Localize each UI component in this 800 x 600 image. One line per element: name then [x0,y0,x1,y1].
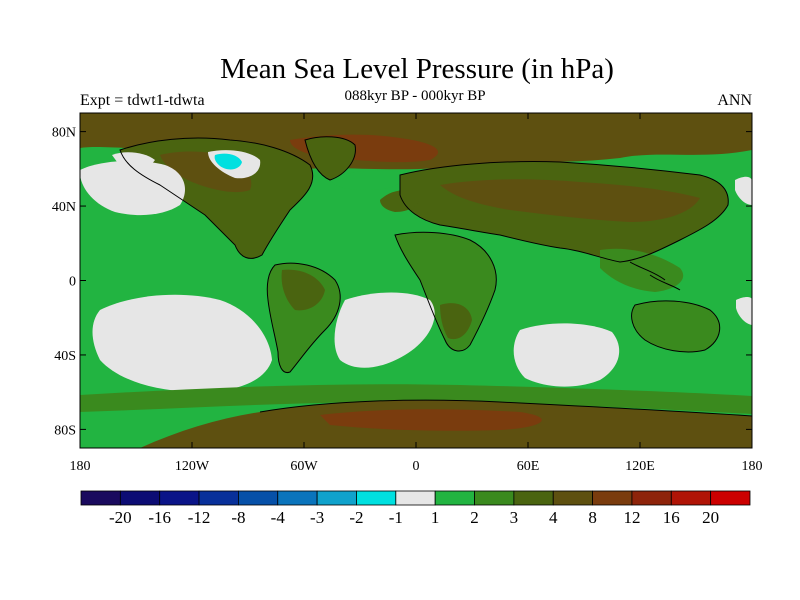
map-subtitle: 088kyr BP - 000kyr BP [344,88,486,104]
colorbar-swatch [356,490,397,506]
tasman-gray [736,297,752,325]
lat-tick-label: 80N [52,126,76,141]
colorbar-label: -16 [148,508,171,527]
lon-tick-label: 60W [290,459,318,474]
north-pacific-gray [80,160,185,216]
eurasia-brown [440,179,700,222]
colorbar-swatch [710,490,751,506]
longitude-axis: 180 120W 60W 0 60E 120E 180 [70,113,763,474]
colorbar-swatch [631,490,672,506]
colorbar-swatch [670,490,712,506]
maritime-continent-field [600,248,684,292]
coast-greenland [304,136,356,181]
coast-eurasia [399,161,729,263]
lat-tick-label: 40N [52,200,76,215]
colorbar-swatch [513,490,554,506]
amazon-field [281,269,325,311]
lat-tick-label: 80S [54,423,76,438]
colorbar-label: 12 [623,508,640,527]
colorbar-swatch [159,490,200,506]
coast-islands [629,261,681,291]
colorbar-label: 4 [549,508,558,527]
colorbar-label: 1 [431,508,440,527]
season-label: ANN [717,92,752,109]
coastlines [119,136,752,417]
south-pacific-gray [92,294,272,392]
colorbar-label: -3 [310,508,324,527]
lat-tick-label: 40S [54,349,76,364]
australia-field [631,300,720,352]
colorbar-label: 3 [510,508,519,527]
colorbar: -20 -16 -12 -8 -4 -3 -2 -1 1 2 3 4 8 12 16 20 [80,490,751,527]
colorbar-swatch [592,490,633,506]
colorbar-swatch [277,490,318,506]
south-atlantic-gray [334,292,435,368]
lon-tick-label: 180 [742,459,763,474]
colorbar-label: -1 [389,508,403,527]
coast-antarctica [259,399,752,417]
map-title: Mean Sea Level Pressure (in hPa) [220,53,614,85]
colorbar-swatch [552,490,593,506]
colorbar-swatch [474,490,515,506]
lon-tick-label: 0 [413,459,420,474]
lon-tick-label: 120E [625,459,655,474]
coast-north-america [119,137,313,259]
colorbar-label: 16 [663,508,680,527]
lat-tick-label: 0 [69,275,76,290]
colorbar-label: -8 [231,508,245,527]
colorbar-label: 20 [702,508,719,527]
colorbar-label: -2 [349,508,363,527]
lon-tick-label: 120W [175,459,210,474]
antarctica-dark [320,409,542,431]
colorbar-swatch [198,490,239,506]
experiment-label: Expt = tdwt1-tdwta [80,92,205,109]
colorbar-swatch [395,490,436,506]
colorbar-swatch [316,490,357,506]
lon-tick-label: 180 [70,459,91,474]
pressure-field [80,113,752,448]
colorbar-label: -4 [271,508,286,527]
southern-africa-field [440,303,472,340]
northwest-pacific-gray [735,176,752,205]
colorbar-swatch [80,490,121,506]
coast-south-america [266,262,341,374]
colorbar-label: 8 [588,508,597,527]
colorbar-swatch [434,490,475,506]
colorbar-label: -12 [188,508,211,527]
colorbar-label: 2 [470,508,479,527]
north-atlantic-green [330,170,404,190]
latitude-axis: 80N 40N 0 40S 80S [52,126,752,438]
indian-ocean-gray [513,323,620,387]
europe-field [380,190,421,212]
colorbar-swatch [238,490,279,506]
labrador-cyan [214,153,242,170]
colorbar-swatch [119,490,161,506]
colorbar-label: -20 [109,508,132,527]
coast-australia [631,300,720,353]
coast-africa [394,231,497,352]
lon-tick-label: 60E [517,459,540,474]
